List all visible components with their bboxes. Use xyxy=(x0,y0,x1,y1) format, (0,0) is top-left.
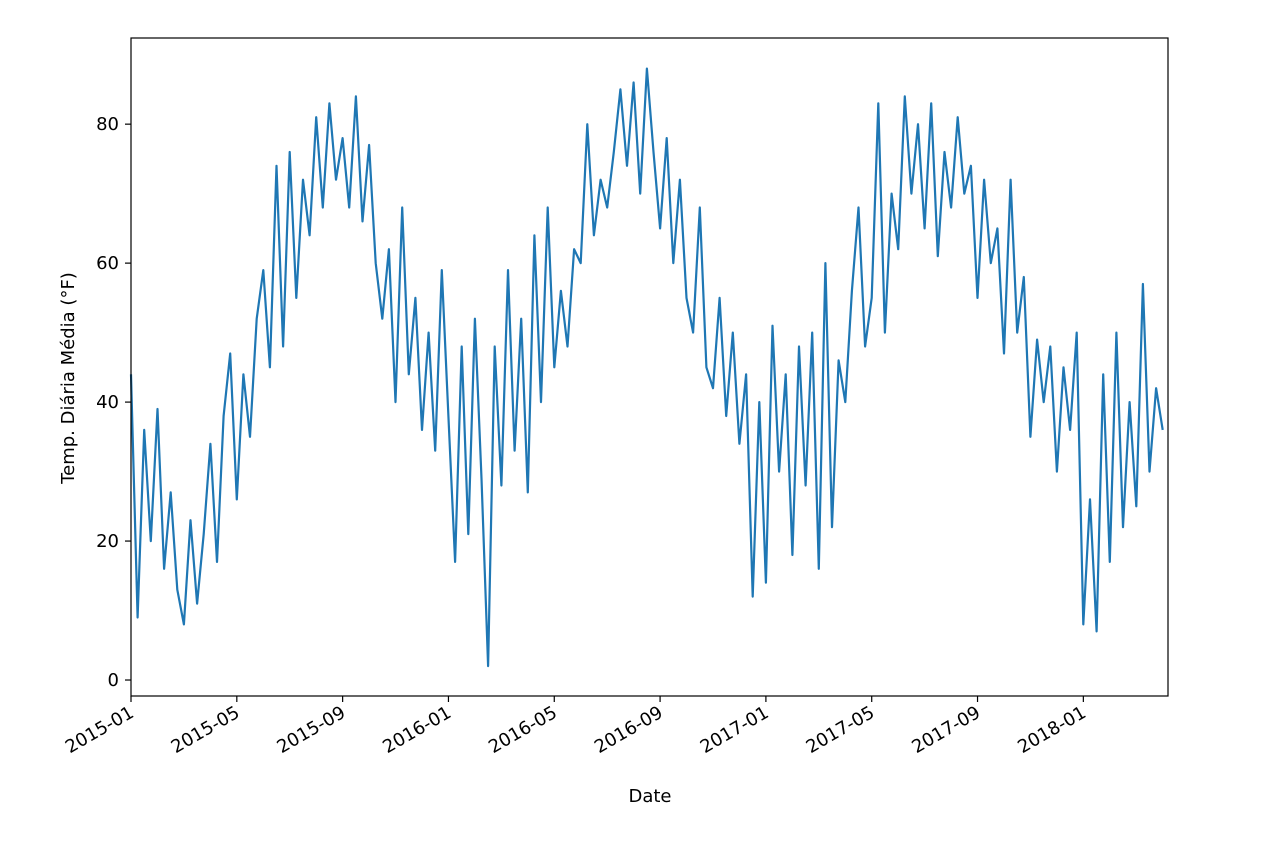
plot-frame xyxy=(130,37,1169,697)
x-tick-label: 2017-09 xyxy=(908,702,984,758)
x-tick-label: 2015-05 xyxy=(168,702,244,758)
x-tick-label: 2016-01 xyxy=(379,702,455,758)
line-series xyxy=(129,67,1164,668)
x-axis-label: Date xyxy=(628,786,671,807)
plot-area xyxy=(131,38,1168,696)
y-axis-label: Temp. Diária Média (°F) xyxy=(58,272,79,485)
x-tick-label: 2017-05 xyxy=(803,702,879,758)
x-tick-label: 2017-01 xyxy=(697,702,773,758)
y-tick-label: 80 xyxy=(96,114,119,135)
x-tick-label: 2018-01 xyxy=(1014,702,1090,758)
x-tick-label: 2016-05 xyxy=(485,702,561,758)
x-tick-label: 2015-09 xyxy=(273,702,349,758)
y-tick-label: 20 xyxy=(96,531,119,552)
y-tick-label: 40 xyxy=(96,392,119,413)
y-tick-label: 60 xyxy=(96,253,119,274)
y-tick-label: 0 xyxy=(108,670,119,691)
x-tick-label: 2016-09 xyxy=(591,702,667,758)
x-tick-label: 2015-01 xyxy=(62,702,138,758)
